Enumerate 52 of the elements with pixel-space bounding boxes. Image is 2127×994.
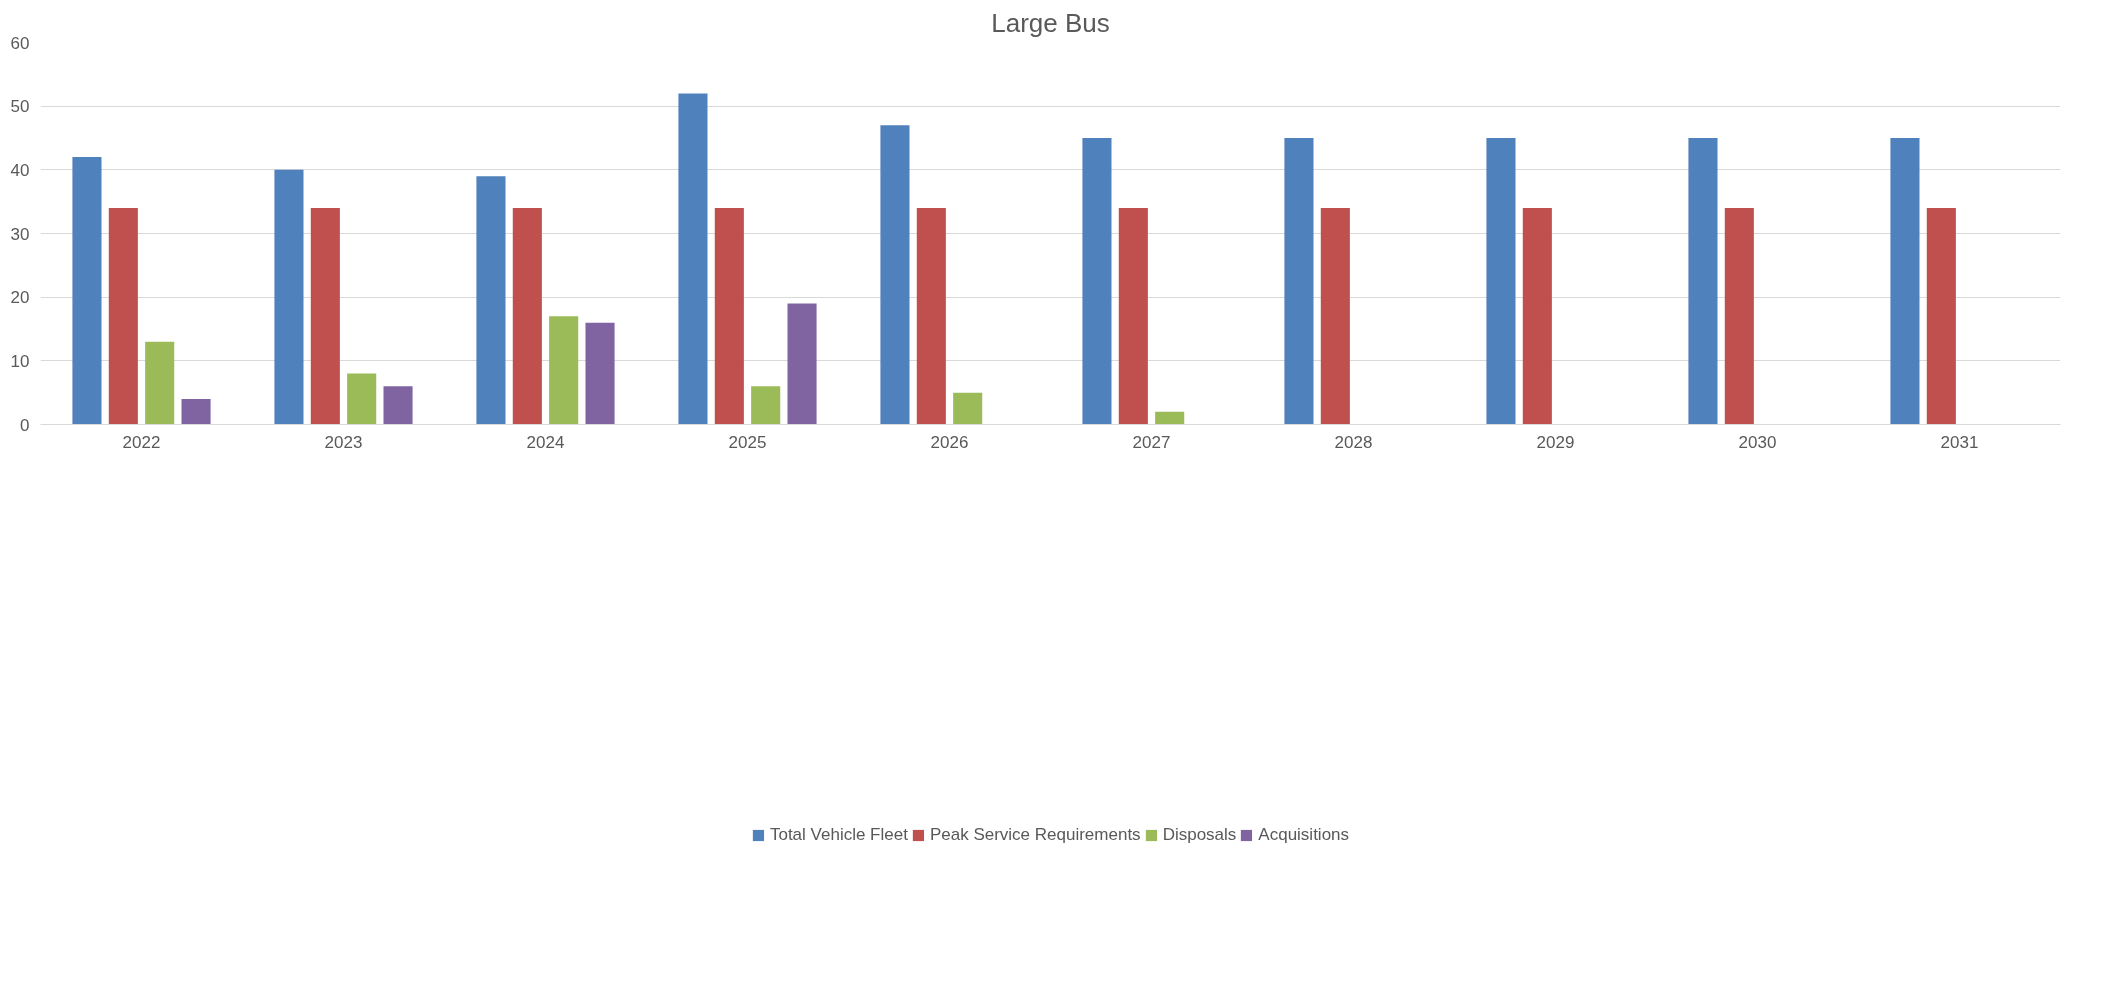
bar [1082, 138, 1112, 425]
bar [1486, 138, 1516, 425]
bar [916, 208, 946, 425]
bar [1522, 208, 1552, 425]
x-tick-label: 2028 [1334, 432, 1373, 452]
x-tick-label: 2022 [122, 432, 161, 452]
bar [880, 125, 910, 425]
bar [1890, 138, 1920, 425]
bar [1724, 208, 1754, 425]
x-tick-label: 2030 [1738, 432, 1777, 452]
bar [751, 386, 781, 425]
x-tick-label: 2024 [526, 432, 565, 452]
bar [1320, 208, 1350, 425]
legend-label: Peak Service Requirements [929, 825, 1141, 845]
y-tick-label: 60 [10, 33, 30, 53]
bar [1118, 208, 1148, 425]
bar [310, 208, 340, 425]
x-tick-label: 2023 [324, 432, 363, 452]
y-tick-label: 30 [10, 224, 30, 244]
bar [145, 341, 175, 425]
bar [512, 208, 542, 425]
bar [383, 386, 413, 425]
bar [72, 157, 102, 425]
bar [181, 399, 211, 425]
bar [678, 93, 708, 425]
x-tick-label: 2026 [930, 432, 969, 452]
bar [1926, 208, 1956, 425]
y-tick-label: 10 [10, 351, 30, 371]
y-tick-label: 40 [10, 160, 30, 180]
y-tick-label: 50 [10, 97, 30, 117]
bar [347, 373, 377, 425]
bar [476, 176, 506, 425]
bar [274, 169, 304, 425]
bar [108, 208, 138, 425]
bar [953, 392, 983, 425]
x-tick-label: 2027 [1132, 432, 1171, 452]
y-tick-label: 0 [20, 415, 30, 435]
y-tick-label: 20 [10, 288, 30, 308]
bar [1155, 411, 1185, 425]
bar [585, 322, 615, 425]
x-tick-label: 2025 [728, 432, 767, 452]
x-tick-label: 2031 [1940, 432, 1979, 452]
bar [1284, 138, 1314, 425]
legend-label: Total Vehicle Fleet [769, 825, 908, 845]
bar [549, 316, 579, 425]
x-tick-label: 2029 [1536, 432, 1575, 452]
bar [1688, 138, 1718, 425]
chart-title: Large Bus [991, 7, 1110, 38]
bar [714, 208, 744, 425]
bar [787, 303, 817, 425]
legend-label: Acquisitions [1258, 825, 1350, 845]
legend-label: Disposals [1162, 825, 1237, 845]
